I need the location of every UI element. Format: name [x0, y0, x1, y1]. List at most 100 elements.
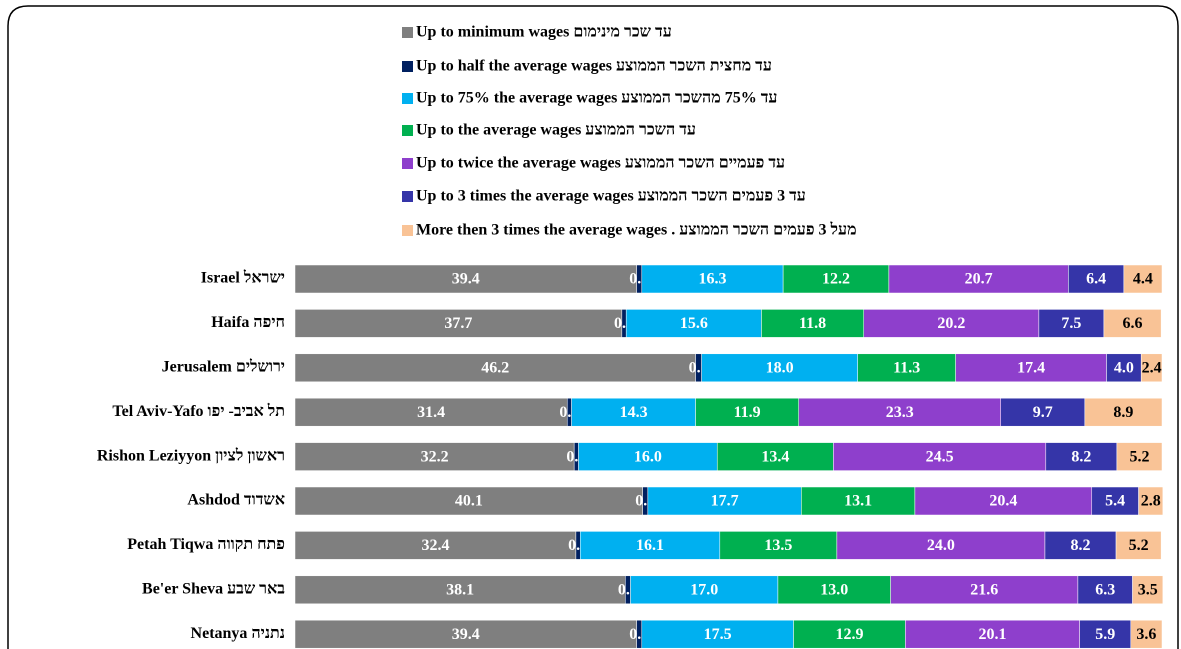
value-label: 5.2	[1129, 448, 1149, 465]
value-label: 31.4	[417, 404, 445, 421]
legend-swatch	[402, 125, 413, 136]
value-label: 5.2	[1129, 537, 1149, 554]
legend-label: Up to 3 times the average wages עד 3 פעמ…	[416, 188, 806, 205]
value-label: 3.6	[1136, 626, 1156, 643]
bar-segment	[1077, 575, 1133, 605]
legend-swatch	[402, 27, 413, 38]
bar-segment	[836, 531, 1046, 560]
legend-swatch	[402, 158, 413, 169]
y-tick-label: Jerusalem ירושלים	[162, 357, 285, 375]
value-label: 17.4	[1017, 359, 1045, 376]
value-label: 13.0	[820, 581, 848, 598]
bar-segment	[1140, 353, 1163, 383]
value-label: 32.2	[421, 448, 449, 465]
value-label: 6.4	[1086, 271, 1106, 288]
value-label: 4.4	[1133, 271, 1153, 288]
bar-segment	[798, 397, 1001, 427]
value-label: 16.0	[634, 448, 662, 465]
frame	[7, 5, 1179, 649]
y-tick-label: Petah Tiqwa פתח תקווה	[127, 536, 285, 553]
bar-segment	[1103, 309, 1162, 338]
value-label: 8.2	[1071, 537, 1091, 554]
bar-segment	[294, 619, 637, 649]
bar-segment	[1084, 397, 1163, 427]
y-tick-label: Be'er Sheva באר שבע	[142, 580, 285, 597]
value-label: 13.1	[844, 493, 872, 510]
bar-segment	[579, 531, 721, 560]
bar-segment	[1132, 575, 1164, 605]
bar-segment	[1138, 486, 1164, 516]
value-label: 11.3	[893, 359, 920, 376]
bar-segment	[1130, 619, 1163, 649]
value-label: 39.4	[452, 626, 480, 643]
bar-segment	[833, 442, 1047, 471]
bar-segment	[294, 575, 626, 605]
bar-segment	[701, 353, 858, 383]
value-label: 17.0	[690, 581, 718, 598]
legend-swatch	[402, 225, 413, 236]
legend-label: Up to twice the average wages עד פעמיים …	[416, 155, 785, 172]
value-label: 20.4	[989, 493, 1017, 510]
bar-segment	[888, 264, 1069, 294]
bar-segment	[641, 264, 784, 294]
value-label: 24.0	[927, 537, 955, 554]
bar-segment	[1123, 264, 1163, 294]
value-label: 8.2	[1071, 448, 1091, 465]
legend-label: Up to 75% the average wages עד 75% מהשכר…	[416, 90, 777, 107]
value-label: 40.1	[455, 493, 483, 510]
value-label: 16.3	[698, 271, 726, 288]
bar-segment	[801, 486, 916, 516]
value-label: 2.4	[1142, 359, 1162, 376]
bar-segment	[294, 486, 643, 516]
value-label: 12.2	[822, 271, 850, 288]
bar-segment	[294, 397, 568, 427]
bar-segment	[571, 397, 696, 427]
bar-segment	[294, 531, 577, 560]
value-label: 21.6	[970, 581, 998, 598]
bar-segment	[647, 486, 802, 516]
bar-segment	[1115, 531, 1162, 560]
bar-segment	[905, 619, 1080, 649]
value-label: 37.7	[444, 315, 472, 332]
y-tick-label: Rishon Leziyyon ראשון לציון	[97, 446, 285, 464]
legend-label: Up to half the average wages עד מחצית הש…	[416, 58, 772, 75]
bar-segment	[1044, 531, 1117, 560]
y-tick-label: Haifa חיפה	[211, 314, 285, 331]
bar-segment	[890, 575, 1079, 605]
bar-segment	[1068, 264, 1125, 294]
value-label: 24.5	[926, 448, 954, 465]
value-label: 16.1	[636, 537, 664, 554]
value-label: 23.3	[886, 404, 914, 421]
bar-segment	[1091, 486, 1139, 516]
bar-segment	[1038, 309, 1105, 338]
value-label: 32.4	[421, 537, 449, 554]
value-label: 38.1	[446, 581, 474, 598]
value-label: 20.7	[965, 271, 993, 288]
bar-segment	[294, 353, 696, 383]
legend-swatch	[402, 61, 413, 72]
value-label: 5.4	[1105, 493, 1125, 510]
value-label: 8.9	[1113, 404, 1133, 421]
bar-segment	[625, 309, 762, 338]
bar-segment	[914, 486, 1093, 516]
legend-label: Up to minimum wages עד שכר מינימום	[416, 24, 672, 41]
bar-segment	[719, 531, 838, 560]
bar-segment	[294, 309, 623, 338]
bar-segment	[863, 309, 1040, 338]
y-tick-label: Ashdod אשדוד	[187, 492, 285, 509]
value-label: 9.7	[1033, 404, 1053, 421]
value-label: 7.5	[1061, 315, 1081, 332]
bar-segment	[955, 353, 1107, 383]
bar-segment	[294, 264, 637, 294]
value-label: 20.1	[979, 626, 1007, 643]
value-label: 4.0	[1114, 359, 1134, 376]
value-label: 17.7	[711, 493, 739, 510]
bar-segment	[1045, 442, 1118, 471]
value-label: 13.5	[764, 537, 792, 554]
legend-swatch	[402, 93, 413, 104]
value-label: 12.9	[835, 626, 863, 643]
legend-swatch	[402, 191, 413, 202]
value-label: 15.6	[680, 315, 708, 332]
legend-label: More then 3 times the average wages . מע…	[416, 221, 857, 239]
